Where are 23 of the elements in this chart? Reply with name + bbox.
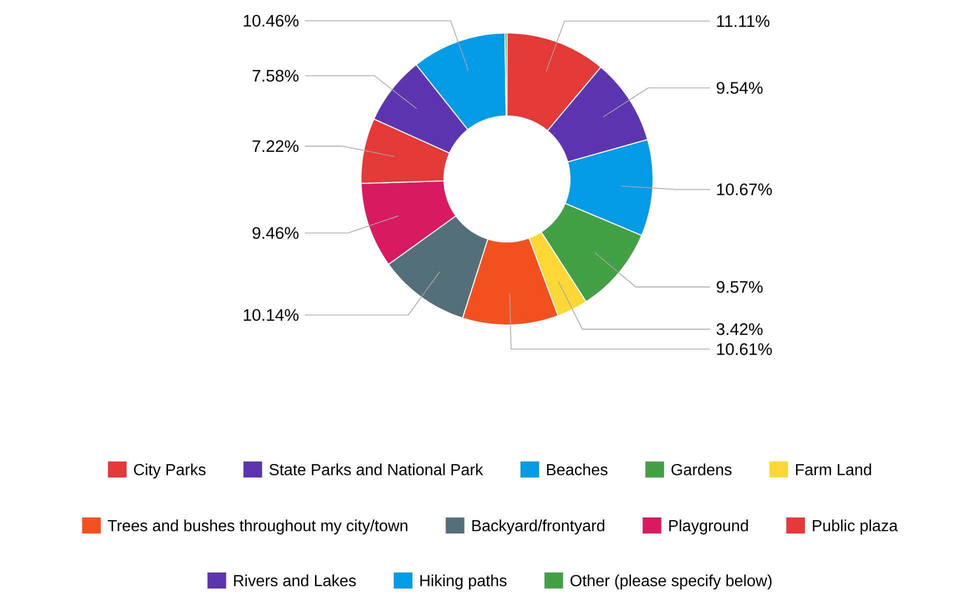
legend-label: Other (please specify below): [570, 574, 772, 590]
data-label: 3.42%: [716, 323, 763, 336]
data-label: 9.57%: [716, 281, 763, 293]
legend-label: Rivers and Lakes: [234, 574, 356, 586]
data-label: 7.58%: [252, 70, 298, 82]
legend-label: Playground: [669, 520, 748, 534]
legend-label: City Parks: [134, 464, 206, 478]
legend-label: Beaches: [547, 464, 608, 476]
data-label: 10.14%: [244, 309, 298, 321]
data-label: 9.54%: [716, 82, 763, 94]
data-label: 10.46%: [244, 14, 298, 27]
data-label: 11.11%: [717, 15, 770, 27]
data-label: 10.61%: [717, 343, 772, 356]
data-label: 10.67%: [717, 183, 772, 196]
legend-label: Public plaza: [812, 520, 898, 534]
data-label: 9.46%: [252, 227, 298, 239]
legend-label: Hiking paths: [420, 574, 507, 590]
legend-label: Backyard/frontyard: [472, 520, 604, 534]
legend-label: Gardens: [672, 464, 732, 476]
legend-label: Trees and bushes throughout my city/town: [108, 520, 408, 534]
legend-label: Farm Land: [796, 464, 872, 476]
legend-label: State Parks and National Park: [270, 464, 484, 476]
data-label: 7.22%: [252, 140, 298, 152]
